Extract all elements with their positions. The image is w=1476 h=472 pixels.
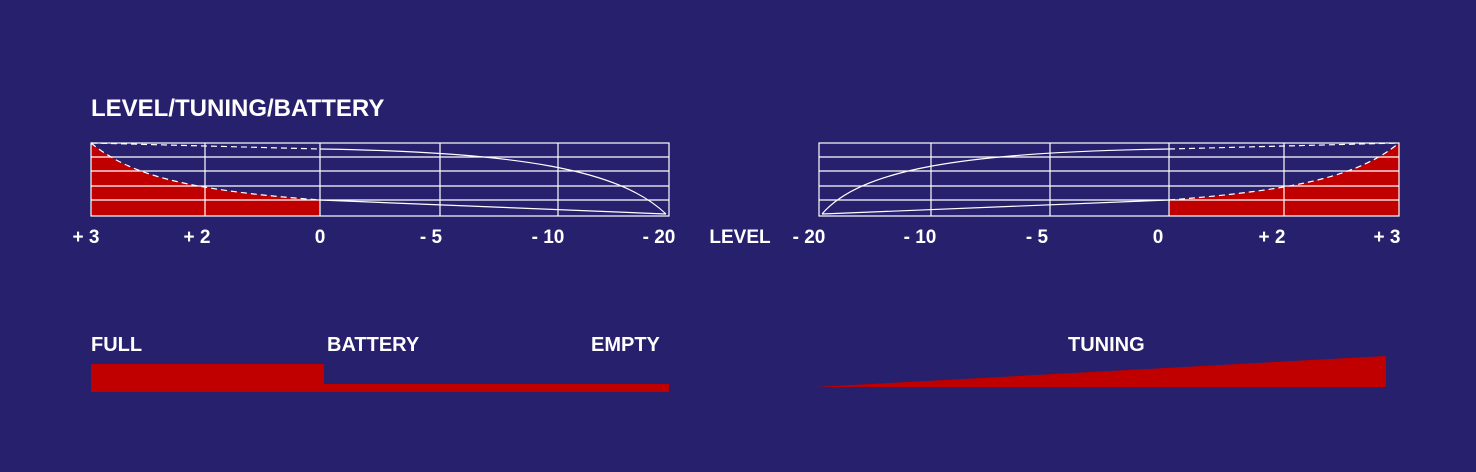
right-tick-label: - 20: [792, 227, 826, 248]
left-level-meter: [90, 142, 670, 217]
left-tick-label: - 5: [419, 227, 443, 248]
left-tick-label: - 10: [531, 227, 565, 248]
battery-full-label: FULL: [91, 334, 143, 356]
left-tick-label: - 20: [642, 227, 676, 248]
left-tick-label: + 2: [183, 227, 211, 248]
battery-label: BATTERY: [327, 334, 420, 356]
left-meter-red-fill: [91, 143, 320, 216]
tuning-bar: [816, 356, 1386, 387]
right-tick-label: 0: [1152, 227, 1164, 248]
right-meter-solid-curve: [821, 148, 1170, 215]
right-tuning-meter: [818, 142, 1400, 217]
left-meter-dashed-curve-lower: [90, 142, 321, 201]
battery-bar-shape: [91, 364, 669, 392]
page-title: LEVEL/TUNING/BATTERY: [91, 95, 385, 122]
right-tick-label: + 3: [1373, 227, 1401, 248]
battery-bar: [91, 364, 669, 392]
left-tick-label: + 3: [72, 227, 100, 248]
right-tick-label: + 2: [1258, 227, 1286, 248]
left-meter-frame: [90, 142, 670, 217]
left-tick-label: 0: [314, 227, 326, 248]
right-meter-frame: [818, 142, 1400, 217]
left-meter-dashed-curve-upper: [90, 142, 321, 150]
right-tick-label: - 5: [1025, 227, 1049, 248]
left-meter-solid-curve: [319, 148, 667, 215]
battery-empty-label: EMPTY: [591, 334, 660, 356]
right-tick-label: - 10: [903, 227, 937, 248]
left-meter-grid: [91, 143, 669, 216]
tuning-label: TUNING: [1068, 334, 1145, 356]
right-meter-dashed-curve-lower: [1168, 142, 1400, 201]
level-label: LEVEL: [709, 227, 771, 248]
tuning-wedge-shape: [816, 356, 1386, 387]
right-meter-red-fill: [1169, 143, 1399, 216]
right-meter-grid: [819, 143, 1399, 216]
right-meter-dashed-curve-upper: [1168, 142, 1400, 150]
